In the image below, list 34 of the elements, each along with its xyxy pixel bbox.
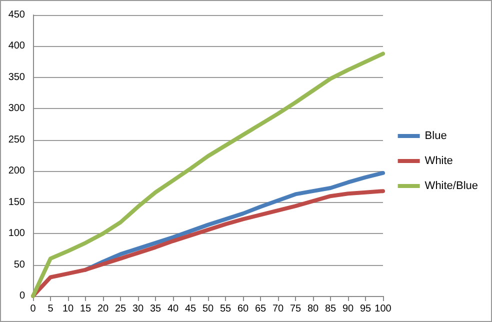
x-tick-label: 5	[48, 304, 54, 314]
legend-label: Blue	[424, 130, 447, 142]
x-tick-label: 15	[80, 304, 92, 314]
x-tick-label: 50	[202, 304, 214, 314]
y-tick-label: 50	[14, 259, 26, 270]
x-tick-label: 85	[324, 304, 336, 314]
x-tick-label: 75	[290, 304, 302, 314]
x-tick-label: 10	[62, 304, 74, 314]
y-tick-label: 0	[19, 290, 26, 302]
y-tick-label: 300	[8, 103, 26, 114]
y-tick-label: 100	[8, 228, 26, 240]
y-tick-label: 350	[8, 72, 26, 83]
x-tick-label: 30	[132, 304, 144, 314]
y-tick-label: 450	[8, 10, 26, 20]
x-tick-label: 95	[360, 304, 372, 314]
x-tick-label: 55	[220, 304, 232, 314]
y-tick-label: 200	[8, 166, 26, 177]
x-tick-label: 70	[272, 304, 284, 314]
x-tick-label: 40	[167, 304, 179, 314]
x-tick-label: 65	[254, 304, 266, 314]
legend-label: White/Blue	[424, 180, 478, 192]
x-tick-label: 90	[342, 304, 354, 314]
y-tick-label: 250	[8, 134, 26, 146]
x-tick-label: 0	[30, 304, 36, 314]
x-tick-label: 100	[374, 304, 392, 314]
y-tick-label: 150	[8, 196, 26, 208]
x-tick-label: 60	[237, 304, 249, 314]
x-tick-label: 25	[114, 304, 126, 314]
y-tick-label: 400	[8, 40, 26, 52]
legend-label: White	[424, 155, 453, 167]
x-tick-label: 20	[97, 304, 109, 314]
x-tick-label: 80	[307, 304, 319, 314]
x-tick-label: 45	[184, 304, 196, 314]
x-tick-label: 35	[150, 304, 162, 314]
